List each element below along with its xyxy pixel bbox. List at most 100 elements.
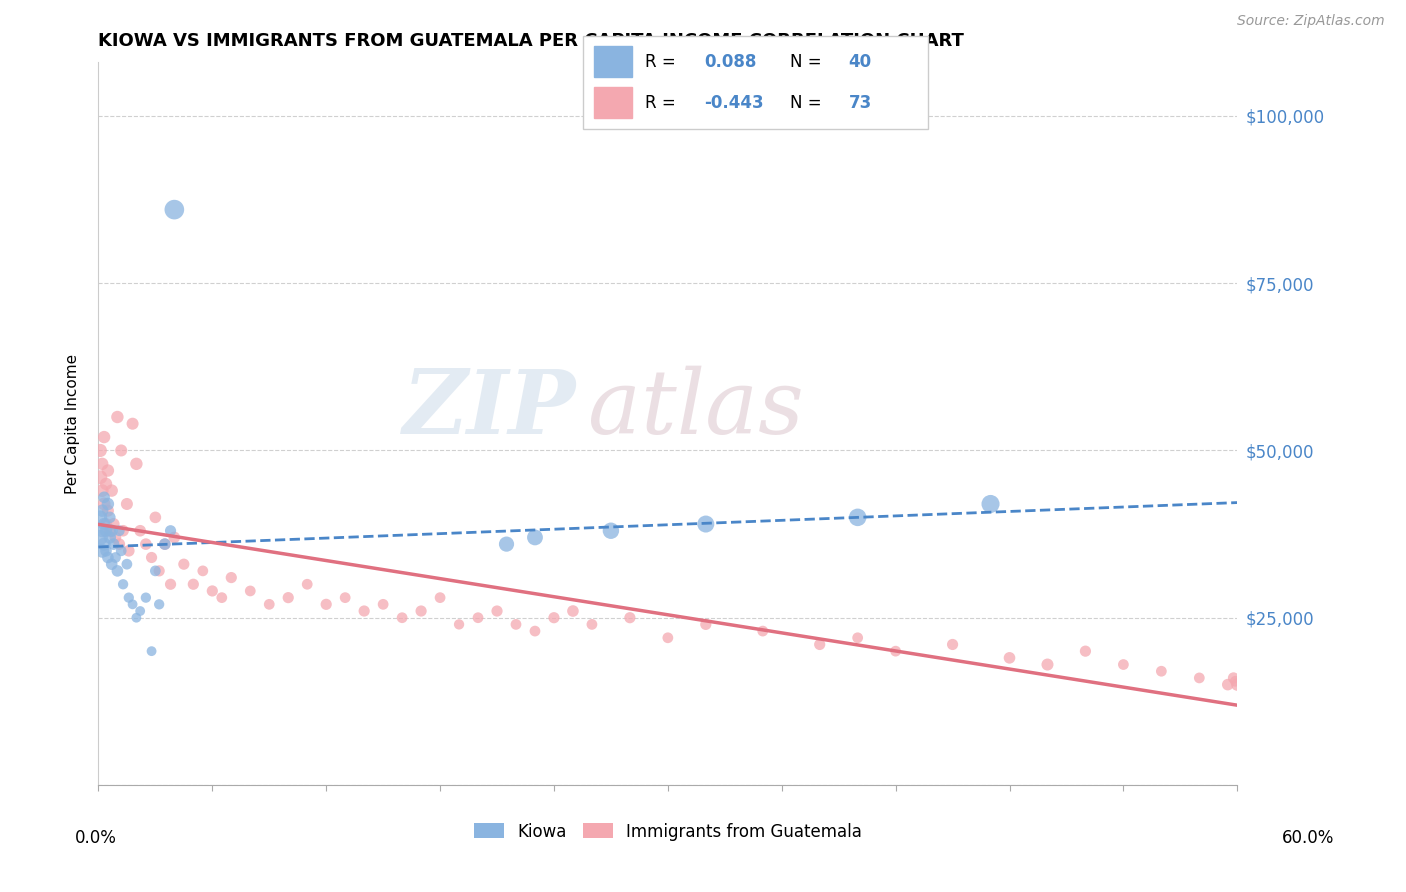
Point xyxy=(118,543,141,558)
Point xyxy=(145,564,167,578)
Point xyxy=(89,530,111,544)
Point xyxy=(600,524,623,538)
Point xyxy=(998,651,1021,665)
Point xyxy=(89,510,111,524)
Point xyxy=(391,610,413,624)
Point xyxy=(1216,678,1239,692)
Point xyxy=(98,524,121,538)
Point xyxy=(619,610,641,624)
Legend: Kiowa, Immigrants from Guatemala: Kiowa, Immigrants from Guatemala xyxy=(465,814,870,849)
Point xyxy=(93,516,115,531)
Point xyxy=(173,557,195,572)
Point xyxy=(98,510,121,524)
Point xyxy=(107,564,129,578)
Point xyxy=(145,510,167,524)
Point xyxy=(97,497,120,511)
Point xyxy=(1112,657,1135,672)
Point xyxy=(495,537,517,551)
Point xyxy=(94,524,117,538)
Point xyxy=(89,470,111,484)
Point xyxy=(121,417,143,431)
Point xyxy=(115,557,138,572)
Point xyxy=(429,591,451,605)
Point xyxy=(846,510,869,524)
Point xyxy=(505,617,527,632)
Point xyxy=(93,537,115,551)
Point xyxy=(141,550,163,565)
Point xyxy=(371,598,394,612)
Point xyxy=(108,524,131,538)
Point xyxy=(695,617,717,632)
Point xyxy=(103,516,125,531)
Point xyxy=(135,591,157,605)
Bar xyxy=(593,46,631,77)
Point xyxy=(211,591,233,605)
Point xyxy=(297,577,319,591)
Point xyxy=(942,637,965,651)
Point xyxy=(159,524,181,538)
Point xyxy=(107,410,129,425)
Text: -0.443: -0.443 xyxy=(704,95,763,112)
Point xyxy=(93,497,115,511)
Text: 40: 40 xyxy=(849,53,872,70)
Point xyxy=(104,550,127,565)
Text: Source: ZipAtlas.com: Source: ZipAtlas.com xyxy=(1237,14,1385,28)
Text: 0.088: 0.088 xyxy=(704,53,756,70)
Text: KIOWA VS IMMIGRANTS FROM GUATEMALA PER CAPITA INCOME CORRELATION CHART: KIOWA VS IMMIGRANTS FROM GUATEMALA PER C… xyxy=(98,32,965,50)
Point xyxy=(125,457,148,471)
Text: ZIP: ZIP xyxy=(404,366,576,452)
Point xyxy=(353,604,375,618)
Point xyxy=(91,524,114,538)
Point xyxy=(335,591,357,605)
Point xyxy=(98,530,121,544)
Point xyxy=(141,644,163,658)
Point xyxy=(100,483,122,498)
Point xyxy=(524,624,547,639)
Point xyxy=(657,631,679,645)
Point xyxy=(277,591,299,605)
Text: N =: N = xyxy=(790,53,827,70)
Point xyxy=(112,524,135,538)
Point xyxy=(163,530,186,544)
Point xyxy=(93,430,115,444)
Point xyxy=(115,497,138,511)
Point xyxy=(1225,674,1247,689)
Point xyxy=(91,457,114,471)
Point xyxy=(108,537,131,551)
Point xyxy=(91,483,114,498)
Point xyxy=(103,537,125,551)
Point xyxy=(100,557,122,572)
Point xyxy=(411,604,433,618)
Point xyxy=(201,583,224,598)
Point xyxy=(581,617,603,632)
Point xyxy=(97,464,120,478)
Point xyxy=(159,577,181,591)
Point xyxy=(163,202,186,217)
Point xyxy=(695,516,717,531)
Point xyxy=(100,524,122,538)
Point xyxy=(129,524,152,538)
Text: R =: R = xyxy=(645,53,682,70)
Point xyxy=(121,598,143,612)
Point xyxy=(752,624,775,639)
Point xyxy=(524,530,547,544)
Point xyxy=(97,503,120,517)
Point xyxy=(1074,644,1097,658)
Point xyxy=(846,631,869,645)
Point xyxy=(1188,671,1211,685)
Text: 73: 73 xyxy=(849,95,872,112)
Point xyxy=(467,610,489,624)
Point xyxy=(104,530,127,544)
Point xyxy=(129,604,152,618)
Point xyxy=(543,610,565,624)
Point xyxy=(221,571,243,585)
Point xyxy=(153,537,176,551)
Point xyxy=(148,564,170,578)
Point xyxy=(148,598,170,612)
Point xyxy=(110,543,132,558)
Point xyxy=(979,497,1001,511)
Point xyxy=(1222,671,1244,685)
Point xyxy=(1150,664,1173,679)
Text: 0.0%: 0.0% xyxy=(75,829,117,847)
Point xyxy=(153,537,176,551)
